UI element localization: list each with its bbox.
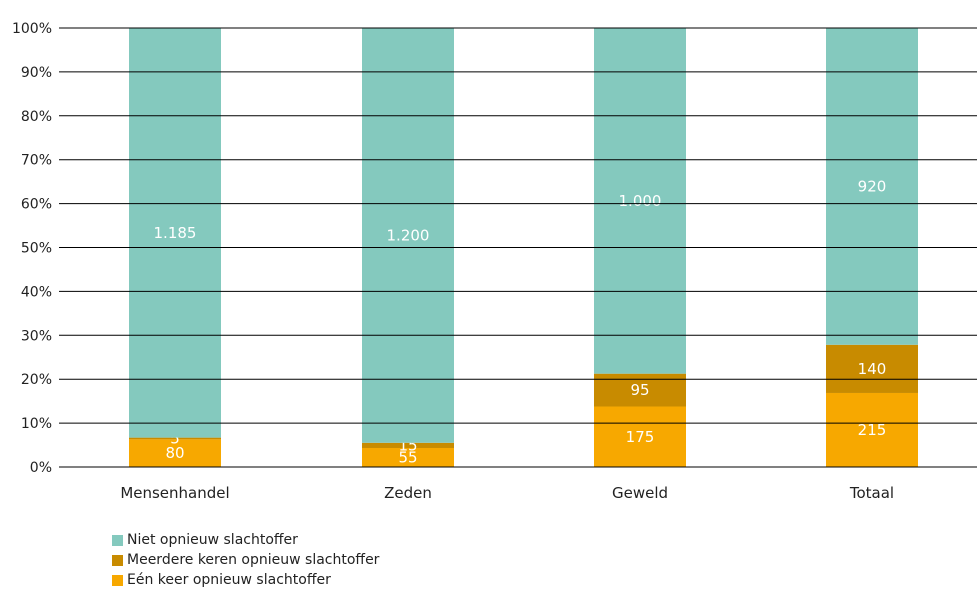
- y-tick-label: 30%: [21, 328, 52, 344]
- y-tick-label: 0%: [30, 460, 52, 476]
- legend-swatch-een: [112, 574, 123, 586]
- bar-segment: [594, 406, 686, 467]
- data-label: 1.000: [619, 192, 662, 210]
- data-label: 1.200: [387, 226, 430, 244]
- x-category-label: Geweld: [612, 484, 668, 502]
- x-category-label: Totaal: [849, 484, 894, 502]
- y-tick-label: 100%: [12, 21, 52, 37]
- y-tick-label: 80%: [21, 109, 52, 125]
- bar-segment: [362, 442, 454, 448]
- bar-segment: [362, 28, 454, 443]
- bar-segment: [129, 439, 221, 467]
- bar-segment: [826, 28, 918, 345]
- data-label: 175: [626, 428, 655, 446]
- y-tick-label: 60%: [21, 197, 52, 213]
- x-category-label: Mensenhandel: [120, 484, 229, 502]
- y-tick-label: 50%: [21, 241, 52, 257]
- data-label: 95: [630, 381, 649, 399]
- x-category-label: Zeden: [384, 484, 432, 502]
- legend-label-een: Eén keer opnieuw slachtoffer: [127, 572, 331, 588]
- y-tick-label: 90%: [21, 65, 52, 81]
- data-label: 80: [165, 444, 184, 462]
- bar-segment: [129, 28, 221, 438]
- stacked-bar-chart: 0% 10% 20% 30% 40% 50% 60% 70% 80% 90% 100% 805 1.18…: [12, 21, 977, 502]
- bar-segment: [826, 344, 918, 393]
- data-label: 920: [858, 177, 887, 195]
- data-label: 215: [858, 421, 887, 439]
- bar-segment: [362, 447, 454, 467]
- legend-label-meerdere: Meerdere keren opnieuw slachtoffer: [127, 552, 380, 568]
- bar-segment: [129, 437, 221, 440]
- y-tick-label: 10%: [21, 416, 52, 432]
- legend-swatch-niet: [112, 534, 123, 546]
- legend: Niet opnieuw slachtoffer Meerdere keren …: [112, 530, 379, 590]
- data-label: 1.185: [154, 224, 197, 242]
- y-tick-label: 40%: [21, 284, 52, 300]
- legend-item-niet: Niet opnieuw slachtoffer: [112, 530, 379, 550]
- data-label: 5: [170, 429, 180, 447]
- data-label: 140: [858, 360, 887, 378]
- data-label: 55: [398, 448, 417, 466]
- bar-segment: [826, 392, 918, 467]
- legend-item-meerdere: Meerdere keren opnieuw slachtoffer: [112, 550, 379, 570]
- legend-label-niet: Niet opnieuw slachtoffer: [127, 532, 298, 548]
- y-tick-label: 70%: [21, 153, 52, 169]
- y-tick-label: 20%: [21, 372, 52, 388]
- legend-swatch-meerdere: [112, 554, 123, 566]
- bar-segment: [594, 28, 686, 374]
- legend-item-een: Eén keer opnieuw slachtoffer: [112, 570, 379, 590]
